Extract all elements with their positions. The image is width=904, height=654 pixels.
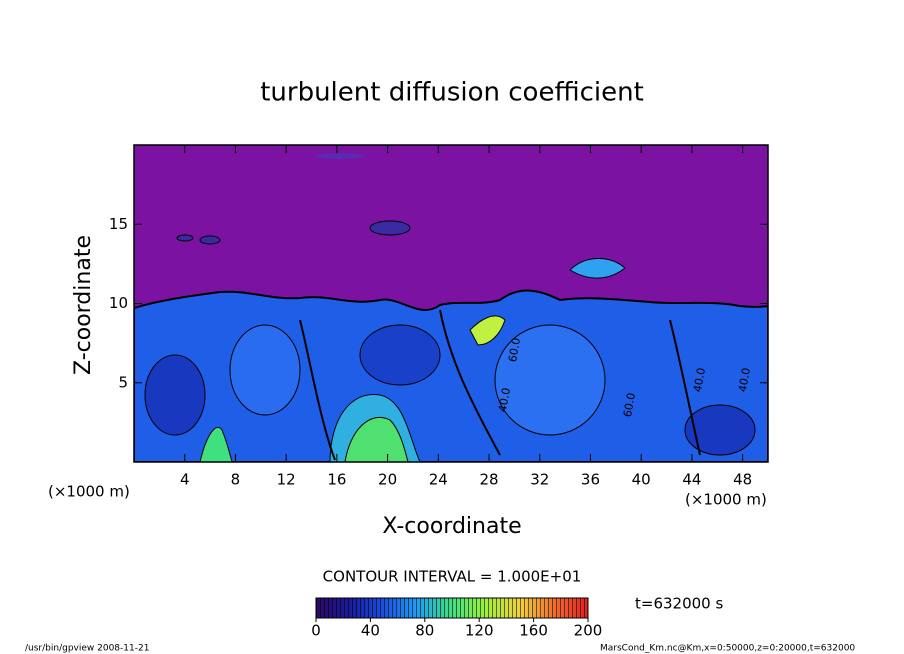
x-tick-label: 20 bbox=[378, 471, 397, 489]
colorbar-tick-label: 160 bbox=[519, 622, 548, 640]
x-unit-label: (×1000 m) bbox=[48, 483, 130, 501]
y-tick-label: 10 bbox=[109, 294, 128, 312]
contour-label: 40.0 bbox=[496, 387, 513, 413]
contour-label: 60.0 bbox=[506, 337, 523, 363]
contour-field bbox=[134, 153, 768, 462]
time-label: t=632000 s bbox=[635, 595, 723, 613]
x-tick-label: 4 bbox=[180, 471, 190, 489]
colorbar-tick-label: 80 bbox=[415, 622, 434, 640]
x-tick-label: 40 bbox=[632, 471, 651, 489]
colorbar-tick-label: 40 bbox=[361, 622, 380, 640]
footer-left: /usr/bin/gpview 2008-11-21 bbox=[25, 644, 149, 654]
x-tick-label: 28 bbox=[479, 471, 498, 489]
x-tick-label: 16 bbox=[327, 471, 346, 489]
x-axis-label: X-coordinate bbox=[382, 514, 521, 539]
x-tick-label: 48 bbox=[733, 471, 752, 489]
colorbar-tick-label: 200 bbox=[574, 622, 603, 640]
x-tick-label: 44 bbox=[682, 471, 701, 489]
x-tick-label: 36 bbox=[581, 471, 600, 489]
contour-label: 40.0 bbox=[736, 367, 753, 393]
colorbar-tick-label: 0 bbox=[311, 622, 321, 640]
chart-title: turbulent diffusion coefficient bbox=[260, 78, 644, 108]
y-tick-label: 5 bbox=[118, 373, 128, 391]
x-unit-label: (×1000 m) bbox=[685, 491, 767, 509]
contour-label: 60.0 bbox=[621, 392, 638, 418]
colorbar-tick-label: 120 bbox=[465, 622, 494, 640]
x-tick-label: 32 bbox=[530, 471, 549, 489]
x-tick-label: 24 bbox=[429, 471, 448, 489]
contour-interval: CONTOUR INTERVAL = 1.000E+01 bbox=[323, 568, 582, 586]
x-tick-label: 8 bbox=[231, 471, 241, 489]
y-tick-label: 15 bbox=[109, 215, 128, 233]
colorbar-frame bbox=[315, 597, 589, 619]
footer-right: MarsCond_Km.nc@Km,x=0:50000,z=0:20000,t=… bbox=[600, 644, 855, 654]
x-tick-label: 12 bbox=[277, 471, 296, 489]
y-axis-label: Z-coordinate bbox=[71, 235, 96, 375]
contour-label: 40.0 bbox=[691, 367, 708, 393]
